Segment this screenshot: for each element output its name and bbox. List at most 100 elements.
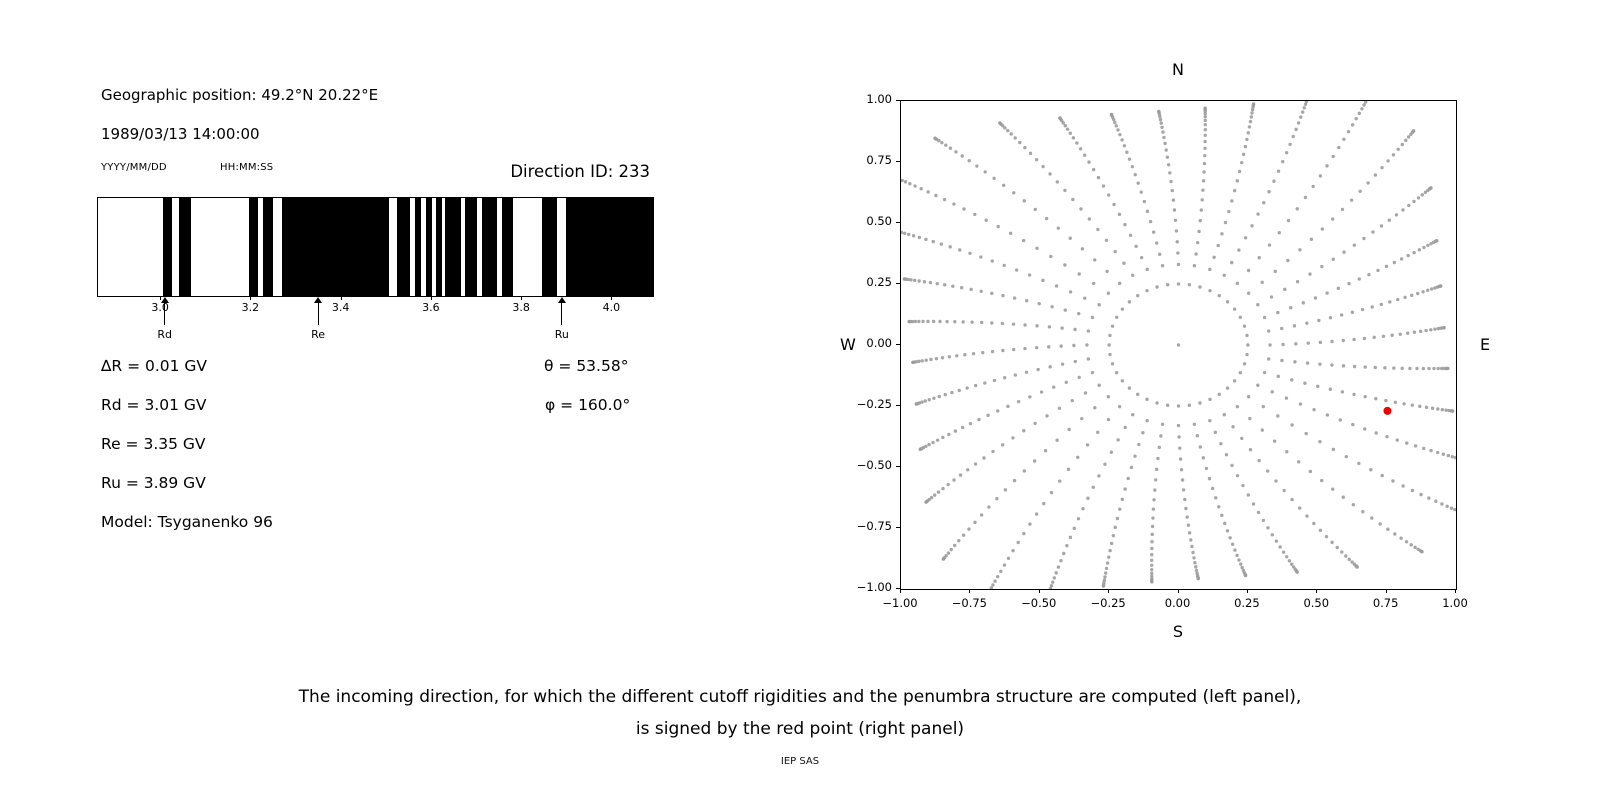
arrow-up-icon [314,297,323,303]
grid-dot [1176,251,1180,255]
grid-dot [1104,571,1108,575]
grid-dot [1331,447,1336,452]
grid-dot [1383,366,1387,370]
grid-dot [1158,117,1163,122]
grid-dot [999,569,1003,573]
date-format-label: YYYY/MM/DD [101,162,167,173]
grid-dot [1055,438,1059,442]
grid-dot [1222,521,1227,526]
grid-dot [942,197,947,202]
grid-dot [1436,326,1440,331]
direction-x-tick [1246,589,1248,593]
penumbra-tick [521,296,523,300]
grid-dot [1067,427,1071,432]
grid-dot [1056,565,1061,569]
direction-x-tick [969,589,971,593]
grid-dot [990,291,994,296]
grid-dot [1076,517,1081,521]
grid-dot [1006,128,1010,133]
grid-dot [1062,551,1066,556]
grid-dot [1145,209,1150,214]
grid-dot [979,320,984,325]
grid-dot [1280,358,1284,363]
grid-dot [911,234,916,238]
grid-dot [1155,285,1159,289]
grid-dot [1320,227,1325,231]
grid-dot [958,248,962,252]
grid-dot [1001,443,1005,447]
grid-dot [1390,333,1394,337]
grid-dot [1241,483,1245,488]
grid-dot [1360,307,1365,312]
grid-dot [1195,240,1200,245]
direction-x-tick-label: −0.50 [1021,596,1057,610]
grid-dot [1331,154,1335,159]
penumbra-black-band [502,198,514,296]
grid-dot [1092,281,1096,286]
grid-dot [1058,479,1062,483]
grid-dot [1400,142,1404,147]
grid-dot [1170,188,1174,193]
grid-dot [1114,370,1119,375]
grid-dot [1246,343,1250,347]
grid-dot [1190,544,1194,549]
grid-dot [1018,140,1022,145]
grid-dot [1014,268,1019,272]
grid-dot [1267,243,1272,247]
grid-dot [1203,146,1207,151]
grid-dot [911,360,915,365]
grid-dot [1163,141,1167,146]
grid-dot [1346,130,1351,134]
grid-dot [1150,574,1154,579]
grid-dot [1150,539,1154,544]
grid-dot [1380,165,1384,170]
grid-dot [1305,514,1309,518]
grid-dot [1237,558,1241,562]
grid-dot [1347,557,1351,562]
grid-dot [1065,127,1070,131]
grid-dot [1059,344,1063,348]
grid-dot [1148,219,1153,224]
penumbra-black-band [414,198,422,296]
grid-dot [1217,505,1221,509]
grid-dot [1145,397,1149,402]
direction-y-tick [896,161,900,162]
grid-dot [1152,498,1156,502]
grid-dot [1453,507,1457,512]
grid-dot [990,321,994,325]
grid-dot [1178,446,1182,450]
grid-dot [973,520,977,525]
grid-dot [1156,456,1160,461]
grid-dot [953,320,957,324]
grid-dot [1165,155,1170,159]
grid-dot [1150,546,1154,551]
datetime-text: 1989/03/13 14:00:00 [101,125,260,143]
grid-dot [1373,365,1378,370]
grid-dot [1198,218,1202,223]
grid-dot [1392,366,1396,370]
grid-dot [1139,190,1143,194]
penumbra-tick-label: 3.2 [241,301,260,314]
grid-dot [902,277,907,281]
grid-dot [1079,207,1083,211]
grid-dot [1352,392,1356,397]
grid-dot [931,440,935,445]
grid-dot [1396,297,1400,302]
grid-dot [1202,170,1206,174]
grid-dot [1157,109,1161,114]
grid-dot [1153,488,1157,492]
grid-dot [970,320,974,324]
grid-dot [1248,119,1253,124]
grid-dot [1393,532,1397,536]
grid-dot [920,359,924,363]
grid-dot [1391,153,1396,157]
grid-dot [1416,196,1421,200]
grid-dot [1161,130,1165,134]
direction-plot [899,99,1458,591]
grid-dot [1197,229,1201,234]
grid-dot [1289,306,1293,310]
grid-dot [1340,390,1345,394]
grid-dot [1080,416,1084,421]
grid-dot [1288,142,1292,146]
grid-dot [1012,191,1016,195]
